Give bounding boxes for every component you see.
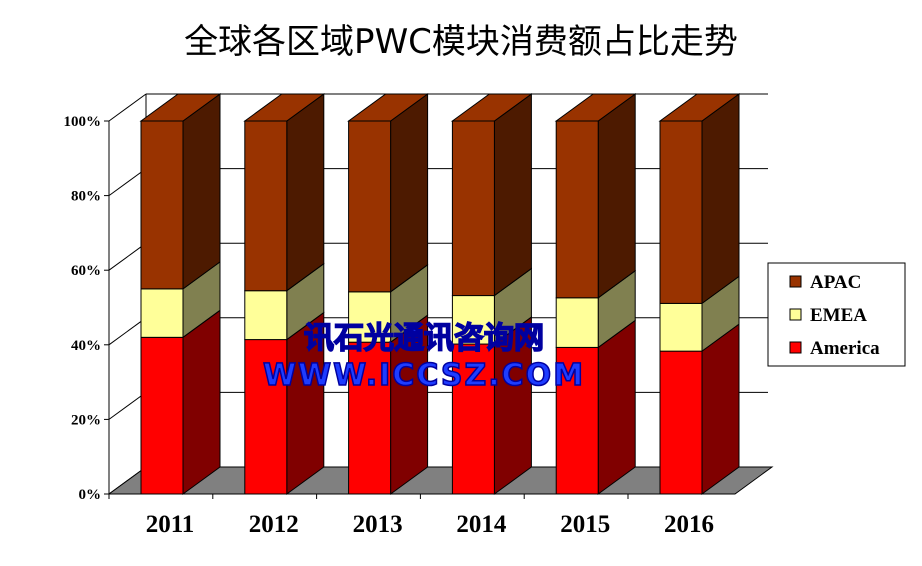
- side-gridline: [108, 168, 147, 197]
- watermark-text-cn: 讯石光通讯咨询网: [304, 321, 544, 356]
- bar-apac-2011: [140, 120, 184, 290]
- bar-apac-2015: [555, 120, 599, 299]
- bar-group-2016: [658, 93, 741, 495]
- legend-swatch-america: [789, 341, 802, 354]
- bar-side-apac-2012: [286, 93, 325, 292]
- bar-top-2014: [450, 93, 533, 122]
- bar-america-2013: [348, 341, 392, 495]
- side-gridline: [108, 317, 147, 346]
- bar-emea-2012: [244, 290, 288, 341]
- y-tick-label: 0%: [79, 487, 102, 503]
- y-tick-label: 80%: [71, 189, 101, 205]
- bar-group-2013: [347, 93, 430, 495]
- y-tick-label: 100%: [64, 114, 102, 130]
- x-tick-label: 2013: [353, 511, 403, 538]
- legend-label-america: America: [810, 338, 880, 359]
- bar-america-2015: [555, 346, 599, 495]
- bar-top-2015: [554, 93, 637, 122]
- bar-emea-2015: [555, 297, 599, 348]
- legend-swatch-apac: [789, 275, 802, 288]
- y-tick-label: 20%: [71, 412, 101, 428]
- bar-side-america-2015: [597, 319, 636, 495]
- watermark-text-url: WWW.ICCSZ.COM: [263, 358, 585, 393]
- x-tick-label: 2016: [664, 511, 714, 538]
- bar-side-apac-2016: [701, 93, 740, 305]
- bar-apac-2012: [244, 120, 288, 292]
- x-tick-label: 2012: [249, 511, 299, 538]
- bar-america-2014: [451, 343, 495, 495]
- bar-side-apac-2013: [390, 93, 429, 293]
- legend-label-apac: APAC: [810, 272, 861, 293]
- bar-side-apac-2014: [493, 93, 532, 297]
- bar-side-america-2016: [701, 323, 740, 495]
- bar-america-2016: [659, 350, 703, 495]
- bar-emea-2011: [140, 288, 184, 338]
- bar-america-2011: [140, 336, 184, 495]
- bar-top-2013: [347, 93, 430, 122]
- legend: APAC EMEA America: [767, 262, 906, 367]
- bar-top-2016: [658, 93, 741, 122]
- bar-group-2011: [139, 93, 222, 495]
- side-gridline: [108, 391, 147, 420]
- legend-swatch-emea: [789, 308, 802, 321]
- side-gridline: [108, 93, 147, 122]
- bar-top-2012: [243, 93, 326, 122]
- bar-group-2014: [450, 93, 533, 495]
- bar-apac-2016: [659, 120, 703, 304]
- bar-america-2012: [244, 339, 288, 495]
- x-tick-label: 2011: [146, 511, 195, 538]
- bar-side-america-2011: [182, 309, 221, 495]
- bar-apac-2014: [451, 120, 495, 297]
- bar-side-apac-2015: [597, 93, 636, 299]
- bar-emea-2014: [451, 295, 495, 345]
- y-tick-label: 40%: [71, 338, 101, 354]
- legend-label-emea: EMEA: [810, 305, 867, 326]
- bar-apac-2013: [348, 120, 392, 293]
- y-tick-label: 60%: [71, 263, 101, 279]
- x-tick-label: 2015: [560, 511, 610, 538]
- side-gridline: [108, 242, 147, 271]
- bar-emea-2016: [659, 302, 703, 352]
- bar-top-2011: [139, 93, 222, 122]
- x-tick-label: 2014: [456, 511, 507, 538]
- chart-title: 全球各区域PWC模块消费额占比走势: [184, 22, 738, 62]
- bar-group-2012: [243, 93, 326, 495]
- bar-side-apac-2011: [182, 93, 221, 290]
- bar-group-2015: [554, 93, 637, 495]
